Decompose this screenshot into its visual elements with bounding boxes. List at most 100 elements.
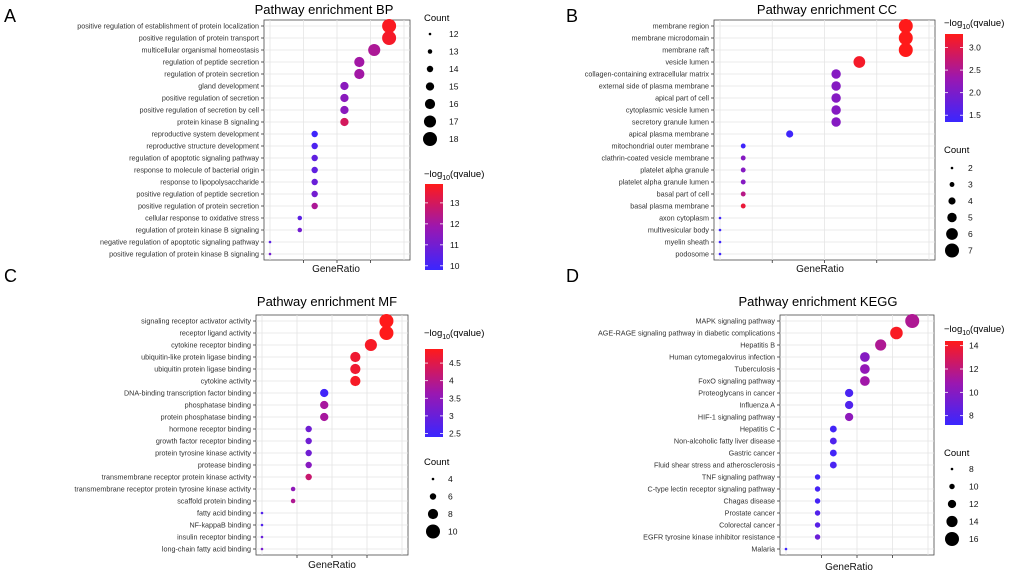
- data-point: [320, 400, 329, 410]
- panel-a-letter: A: [4, 6, 16, 26]
- panel-a-xlabel: GeneRatio: [312, 264, 360, 275]
- colorbar-tick-label: 12: [969, 364, 979, 374]
- panel-a-colorbar: [425, 184, 443, 270]
- data-point: [305, 449, 312, 457]
- data-point: [311, 130, 318, 138]
- data-point: [740, 203, 746, 209]
- data-point: [340, 93, 349, 103]
- panel-c-colorbar: [425, 349, 443, 437]
- y-tick-label: gland development: [198, 82, 259, 91]
- data-point: [260, 523, 264, 527]
- data-point: [814, 534, 821, 540]
- panel-c: C Pathway enrichment MF signaling recept…: [4, 266, 484, 571]
- y-tick-label: HIF-1 signaling pathway: [698, 413, 776, 422]
- panel-b-count-legend: 2 3 4 5 6 7: [945, 163, 973, 258]
- data-point: [311, 202, 318, 210]
- y-tick-label: negative regulation of apoptotic signali…: [100, 238, 259, 247]
- y-tick-label: regulation of apoptotic signaling pathwa…: [129, 154, 259, 163]
- panel-d: D Pathway enrichment KEGG MAPK signaling…: [566, 266, 1004, 573]
- data-point: [853, 56, 866, 68]
- count-legend-label: 8: [448, 509, 453, 519]
- y-tick-label: protein phosphatase binding: [161, 413, 251, 422]
- count-legend-label: 14: [449, 64, 459, 74]
- count-legend-dot: [947, 499, 957, 509]
- y-tick-label: basal part of cell: [657, 190, 710, 199]
- count-legend-dot: [946, 515, 958, 528]
- data-point: [831, 105, 841, 115]
- y-tick-label: Hepatitis C: [740, 425, 775, 434]
- y-tick-label: Malaria: [751, 545, 775, 554]
- data-point: [740, 179, 746, 185]
- count-legend-label: 7: [968, 246, 973, 256]
- data-point: [268, 252, 272, 256]
- y-tick-label: podosome: [675, 250, 709, 259]
- data-point: [350, 375, 361, 387]
- panel-a-title: Pathway enrichment BP: [255, 2, 394, 17]
- y-tick-label: secretory granule lumen: [632, 118, 709, 127]
- y-tick-label: TNF signaling pathway: [702, 473, 776, 482]
- colorbar-tick-label: 4: [449, 376, 454, 386]
- data-point: [831, 117, 841, 127]
- panel-a: A Pathway enrichment BP positive regulat…: [4, 2, 484, 275]
- panel-a-color-title-suffix: (qvalue): [450, 169, 484, 180]
- y-tick-label: protein tyrosine kinase activity: [155, 449, 251, 458]
- y-tick-label: Fluid shear stress and atherosclerosis: [654, 461, 775, 470]
- y-tick-label: cytokine receptor binding: [171, 341, 251, 350]
- panel-a-color-title-prefix: −log: [424, 169, 442, 180]
- data-point: [379, 326, 394, 340]
- y-tick-label: response to lipopolysaccharide: [160, 178, 259, 187]
- y-tick-label: scaffold protein binding: [177, 497, 251, 506]
- count-legend-label: 8: [969, 464, 974, 474]
- count-legend-label: 2: [968, 163, 973, 173]
- panel-d-title: Pathway enrichment KEGG: [739, 294, 898, 309]
- y-tick-label: AGE-RAGE signaling pathway in diabetic c…: [598, 329, 775, 338]
- count-legend-dot: [426, 524, 440, 539]
- count-legend-dot: [947, 212, 957, 223]
- panel-b-count-legend-title: Count: [944, 145, 970, 156]
- panel-b-color-title-sub: 10: [962, 24, 970, 31]
- data-point: [875, 339, 887, 351]
- y-tick-label: FoxO signaling pathway: [698, 377, 775, 386]
- y-tick-label: positive regulation of protein transport: [139, 34, 259, 43]
- panel-c-letter: C: [4, 266, 17, 286]
- count-legend-label: 4: [968, 196, 973, 206]
- y-tick-label: apical plasma membrane: [629, 130, 709, 139]
- data-point: [831, 93, 841, 103]
- y-tick-label: regulation of peptide secretion: [163, 58, 259, 67]
- panel-b-xlabel: GeneRatio: [796, 264, 844, 275]
- count-legend-label: 10: [448, 527, 458, 537]
- y-tick-label: Non-alcoholic fatty liver disease: [674, 437, 775, 446]
- y-tick-label: positive regulation of secretion by cell: [140, 106, 260, 115]
- panel-b-color-title-prefix: −log: [944, 18, 962, 29]
- count-legend-dot: [427, 49, 433, 54]
- data-point: [350, 351, 361, 363]
- svg-text:−log10(qvalue): −log10(qvalue): [424, 328, 484, 341]
- panel-b-plot: membrane region membrane microdomain membr…: [585, 19, 936, 263]
- count-legend-dot: [426, 65, 434, 73]
- y-tick-label: Colorectal cancer: [719, 521, 776, 530]
- data-point: [718, 228, 722, 232]
- panel-c-count-legend-title: Count: [424, 457, 450, 468]
- panel-d-color-title-prefix: −log: [944, 324, 962, 335]
- data-point: [305, 473, 312, 481]
- count-legend-dot: [429, 493, 437, 500]
- colorbar-tick-label: 2.5: [969, 65, 981, 75]
- count-legend-dot: [424, 98, 436, 110]
- data-point: [829, 437, 837, 445]
- count-legend-label: 15: [449, 82, 459, 92]
- y-tick-label: EGFR tyrosine kinase inhibitor resistanc…: [643, 533, 775, 542]
- data-point: [718, 240, 722, 244]
- colorbar-tick-label: 11: [450, 240, 459, 250]
- panel-d-letter: D: [566, 266, 579, 286]
- count-legend-label: 13: [449, 47, 459, 57]
- colorbar-tick-label: 12: [450, 219, 460, 229]
- count-legend-dot: [423, 132, 437, 146]
- colorbar-tick-label: 3: [449, 411, 454, 421]
- colorbar-tick-label: 13: [450, 198, 460, 208]
- count-legend-label: 3: [968, 180, 973, 190]
- y-tick-label: fatty acid binding: [197, 509, 251, 518]
- y-tick-label: mitochondrial outer membrane: [612, 142, 709, 151]
- count-legend-label: 18: [449, 134, 459, 144]
- y-tick-label: clathrin-coated vesicle membrane: [602, 154, 709, 163]
